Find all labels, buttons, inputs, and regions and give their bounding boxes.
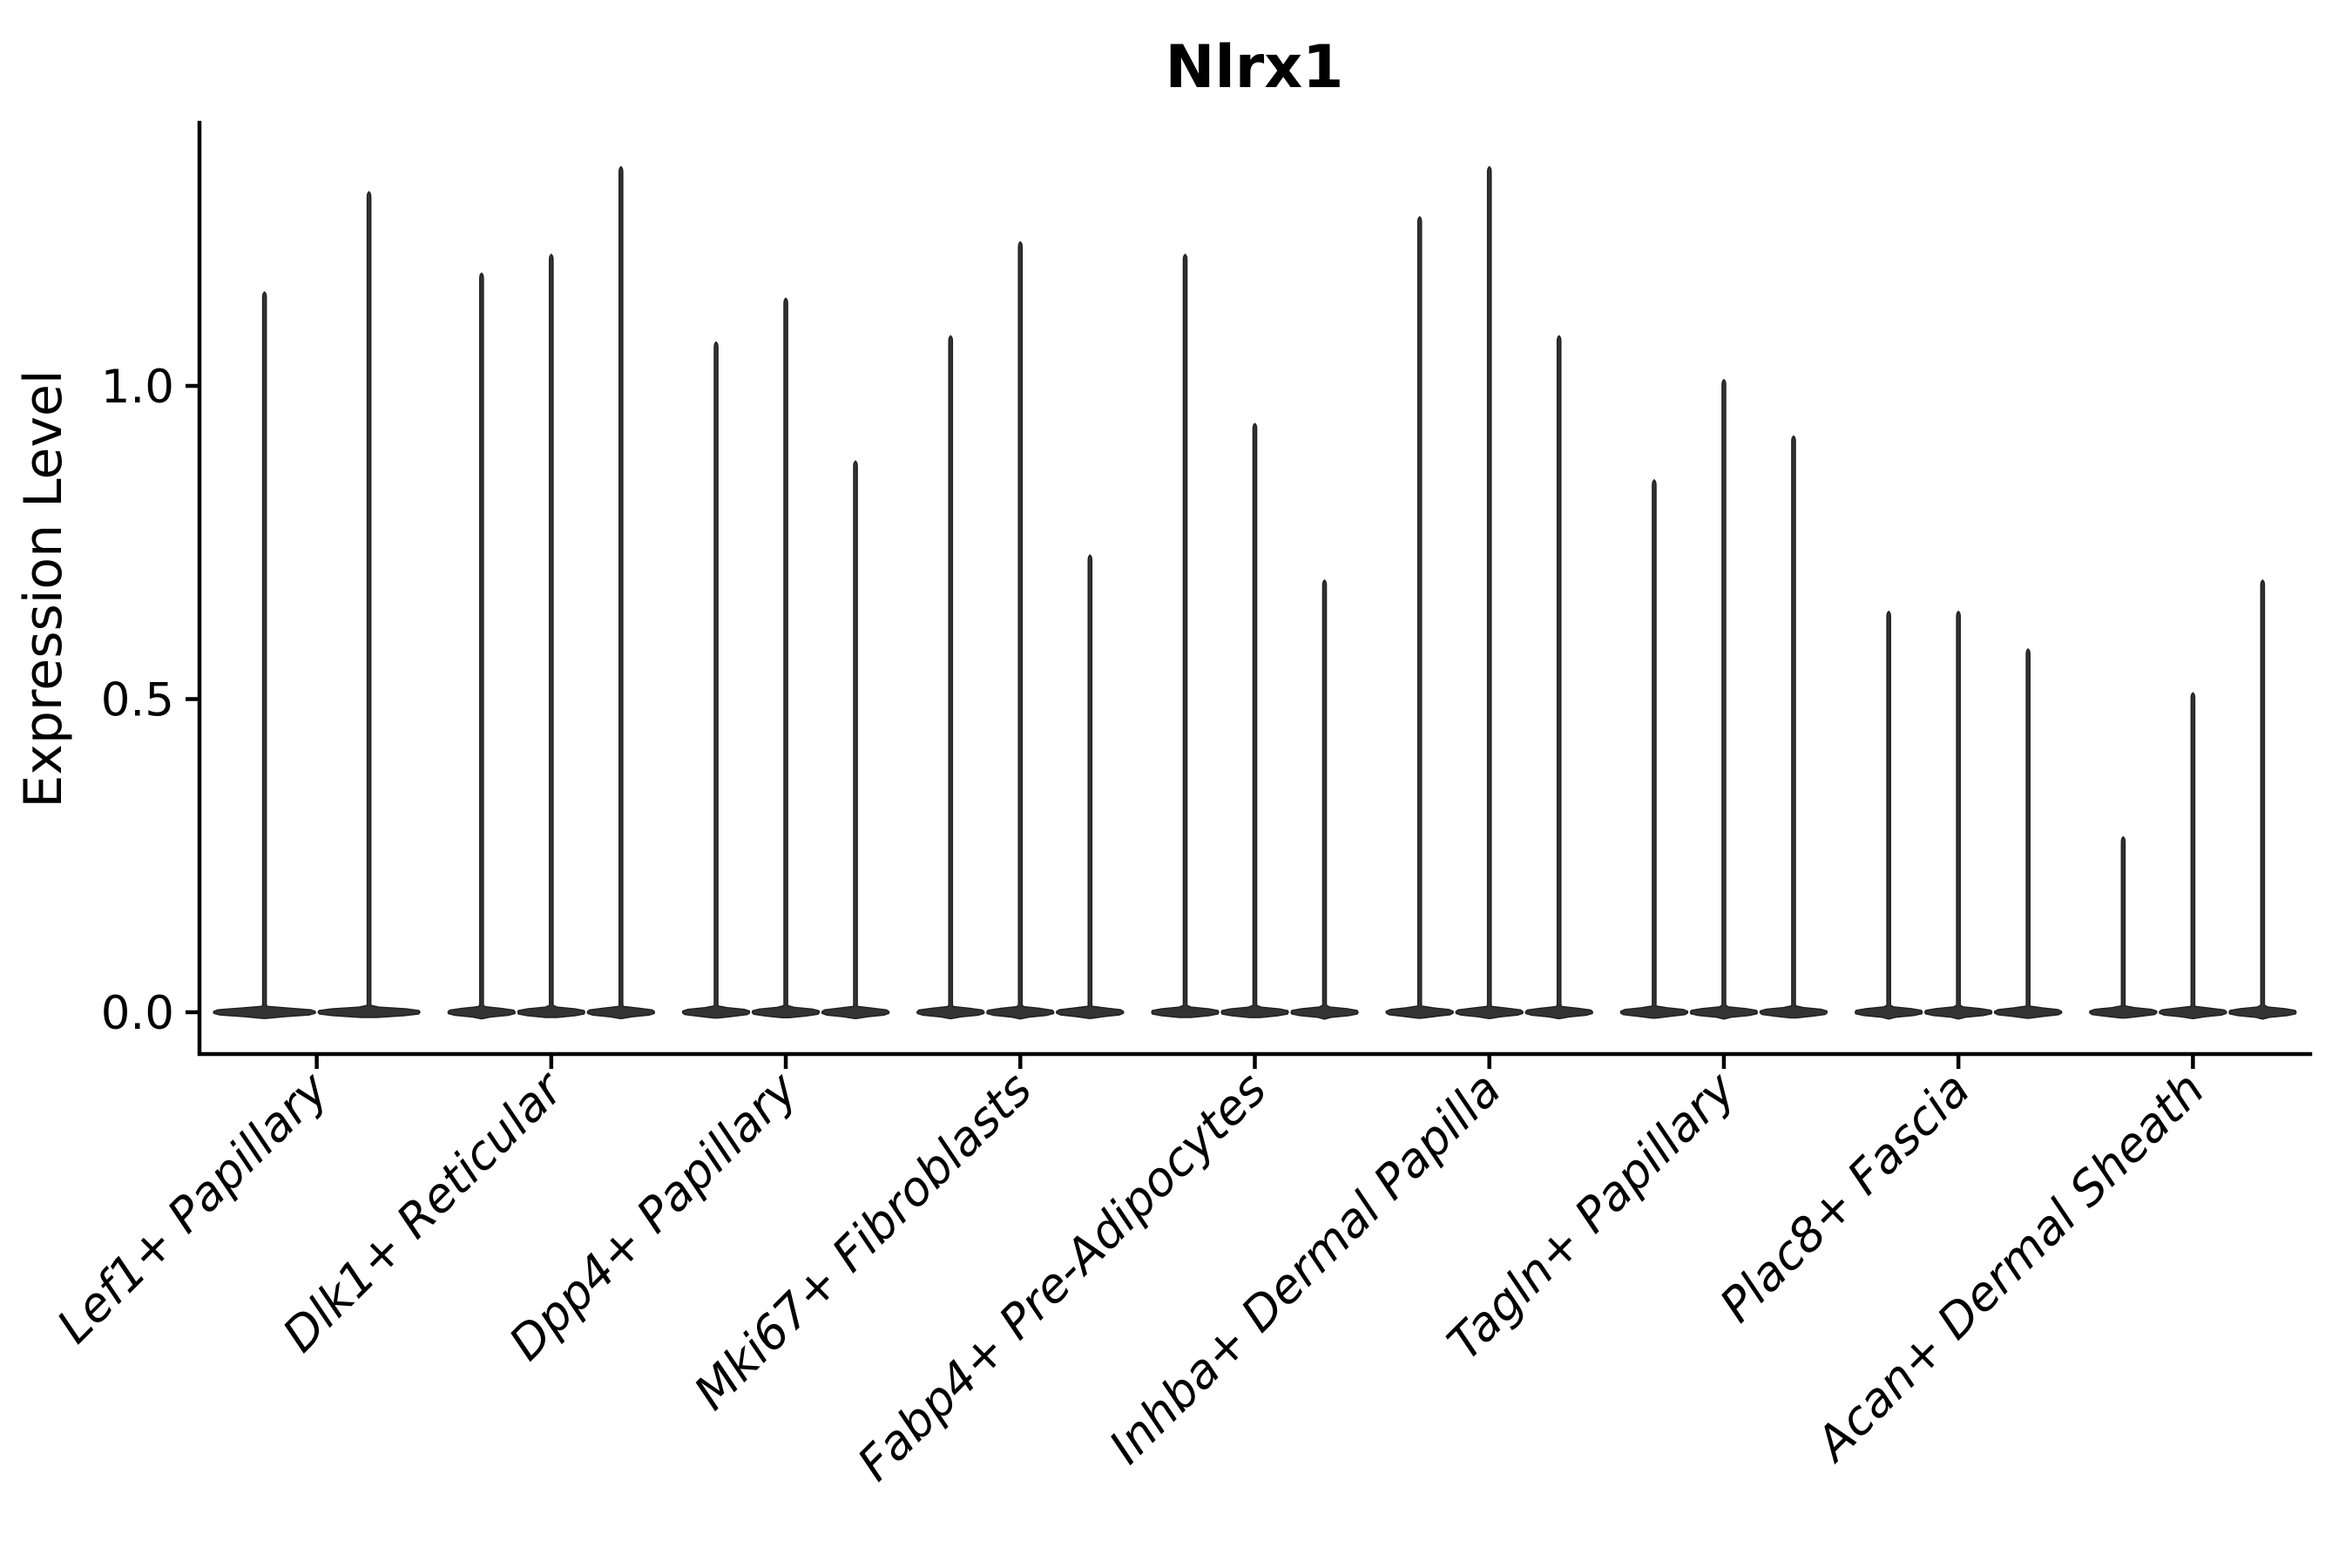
violin-shape bbox=[821, 460, 890, 1019]
violins bbox=[213, 166, 2297, 1020]
violin-shape bbox=[447, 272, 517, 1020]
category-label: Inhba+ Dermal Papilla bbox=[1098, 1062, 1511, 1475]
category-label: Plac8+ Fascia bbox=[1709, 1062, 1980, 1333]
y-tick-label: 1.0 bbox=[101, 361, 174, 414]
y-axis-label: Expression Level bbox=[13, 369, 74, 808]
violin-shape bbox=[586, 166, 656, 1020]
violin-shape bbox=[1290, 579, 1359, 1020]
violin-shape bbox=[2228, 579, 2297, 1020]
violin-shape bbox=[213, 291, 316, 1019]
violin-shape bbox=[1994, 648, 2063, 1019]
violin-shape bbox=[1854, 611, 1923, 1020]
violin-shape bbox=[681, 341, 751, 1019]
violin-shape bbox=[986, 240, 1055, 1020]
violin-shape bbox=[2159, 692, 2227, 1020]
category-label: Acan+ Dermal Sheath bbox=[1804, 1062, 2215, 1473]
violin-shape bbox=[1151, 253, 1220, 1018]
violin-shape bbox=[1455, 166, 1524, 1020]
violin-shape bbox=[1759, 435, 1828, 1019]
category-label: Fabp4+ Pre-Adipocytes bbox=[847, 1062, 1276, 1491]
y-tick-label: 0.0 bbox=[101, 987, 174, 1040]
violin-shape bbox=[916, 335, 985, 1020]
violin-shape bbox=[1524, 335, 1593, 1020]
violin-shape bbox=[1689, 379, 1759, 1020]
violin-shape bbox=[1056, 554, 1125, 1019]
violin-shape bbox=[1385, 216, 1454, 1019]
violin-shape bbox=[317, 191, 421, 1018]
y-axis-ticks: 0.0 0.5 1.0 bbox=[101, 361, 199, 1040]
axis-spines bbox=[197, 120, 2313, 1057]
chart-title: Nlrx1 bbox=[1166, 33, 1344, 102]
violin-shape bbox=[1619, 479, 1689, 1019]
violin-shape bbox=[517, 253, 586, 1018]
violin-shape bbox=[1923, 611, 1993, 1020]
violin-shape bbox=[2089, 835, 2158, 1019]
violin-shape bbox=[751, 297, 821, 1019]
y-tick-label: 0.5 bbox=[101, 674, 174, 727]
x-axis-ticks bbox=[314, 1054, 2195, 1069]
violin-shape bbox=[1220, 422, 1289, 1018]
